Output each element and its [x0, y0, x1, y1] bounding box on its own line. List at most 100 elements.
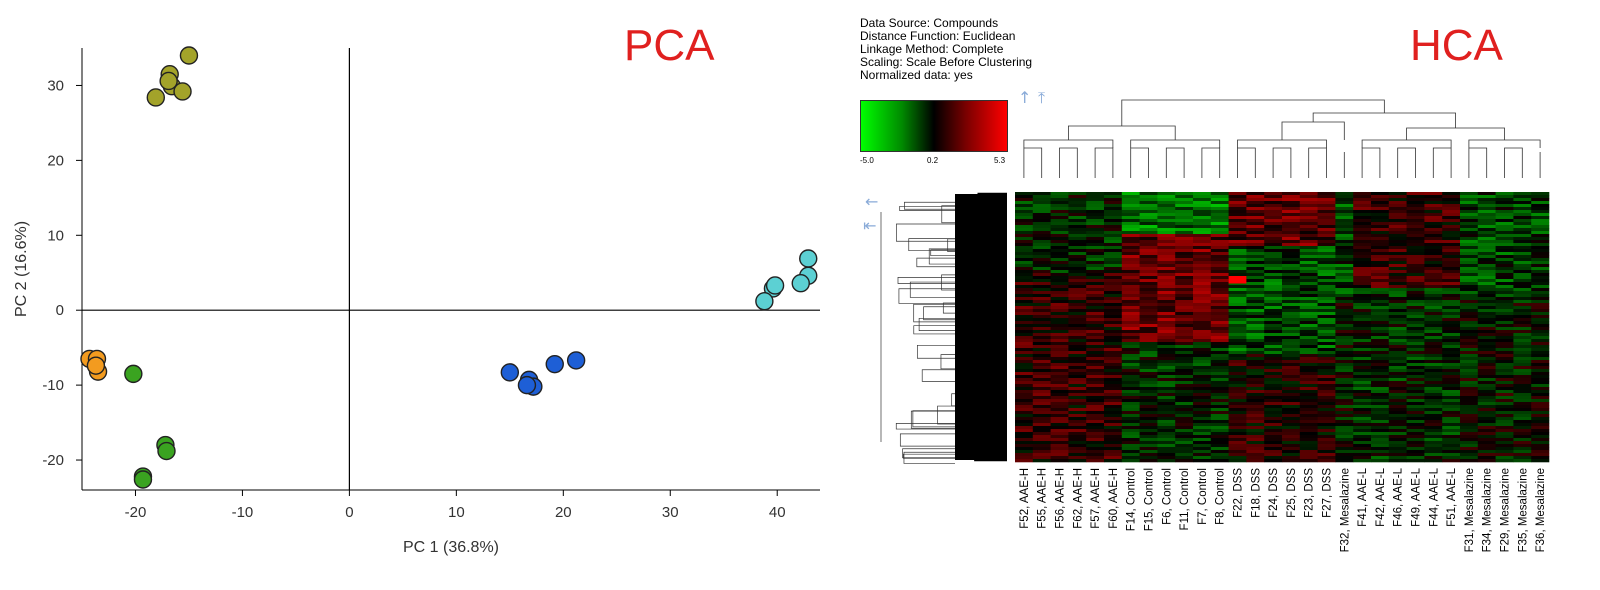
heatmap-cell: [1068, 276, 1087, 280]
heatmap-cell: [1246, 252, 1265, 256]
heatmap-cell: [1282, 267, 1301, 271]
heatmap-cell: [1282, 198, 1301, 202]
heatmap-cell: [1317, 360, 1336, 364]
heatmap-cell: [1317, 222, 1336, 226]
heatmap-cell: [1104, 264, 1123, 268]
heatmap-cell: [1050, 285, 1069, 289]
heatmap-cell: [1371, 414, 1390, 418]
heatmap-cell: [1477, 288, 1496, 292]
heatmap-cell: [1442, 192, 1461, 196]
heatmap-cell: [1121, 399, 1140, 403]
heatmap-cell: [1246, 240, 1265, 244]
heatmap-cell: [1460, 195, 1479, 199]
heatmap-cell: [1406, 438, 1425, 442]
y-tick-label: -10: [42, 377, 64, 394]
heatmap-cell: [1015, 234, 1034, 238]
heatmap-cell: [1531, 258, 1550, 262]
heatmap-cell: [1210, 213, 1229, 217]
heatmap-cell: [1353, 306, 1372, 310]
heatmap-cell: [1086, 192, 1105, 196]
heatmap-cell: [1032, 198, 1051, 202]
heatmap-cell: [1531, 354, 1550, 358]
heatmap-cell: [1282, 393, 1301, 397]
heatmap-cell: [1442, 456, 1461, 460]
heatmap-cell: [1477, 420, 1496, 424]
heatmap-cell: [1460, 243, 1479, 247]
heatmap-cell: [1388, 357, 1407, 361]
heatmap-cell: [1086, 252, 1105, 256]
row-dendrogram-link: [941, 205, 955, 224]
heatmap-cell: [1157, 330, 1176, 334]
heatmap-cell: [1513, 429, 1532, 433]
heatmap-cell: [1104, 372, 1123, 376]
heatmap-cell: [1388, 297, 1407, 301]
data-point: [146, 88, 166, 107]
heatmap-cell: [1353, 411, 1372, 415]
heatmap-cell: [1424, 423, 1443, 427]
heatmap-cell: [1032, 330, 1051, 334]
heatmap-cell: [1299, 291, 1318, 295]
heatmap-cell: [1513, 396, 1532, 400]
heatmap-cell: [1139, 342, 1158, 346]
heatmap-cell: [1424, 420, 1443, 424]
heatmap-cell: [1068, 243, 1087, 247]
heatmap-cell: [1032, 444, 1051, 448]
heatmap-cell: [1477, 258, 1496, 262]
heatmap-cell: [1513, 354, 1532, 358]
heatmap-cell: [1210, 342, 1229, 346]
arrow-left-icon[interactable]: ←: [865, 192, 879, 211]
sample-label: F46, AAE-L: [1393, 467, 1405, 526]
heatmap-cell: [1371, 390, 1390, 394]
heatmap-cell: [1175, 207, 1194, 211]
heatmap-cell: [1317, 306, 1336, 310]
heatmap-cell: [1460, 252, 1479, 256]
arrow-left-to-line-icon[interactable]: ⇤: [863, 216, 877, 235]
heatmap-cell: [1353, 294, 1372, 298]
heatmap-cell: [1353, 429, 1372, 433]
heatmap-cell: [1193, 381, 1212, 385]
heatmap-cell: [1460, 258, 1479, 262]
heatmap-cell: [1477, 459, 1496, 463]
heatmap-cell: [1531, 414, 1550, 418]
heatmap-cell: [1175, 258, 1194, 262]
heatmap-cell: [1371, 321, 1390, 325]
heatmap-cell: [1442, 240, 1461, 244]
heatmap-cell: [1442, 447, 1461, 451]
arrow-up-icon[interactable]: ↑: [1018, 88, 1032, 107]
heatmap-cell: [1442, 369, 1461, 373]
heatmap-cell: [1175, 201, 1194, 205]
heatmap-cell: [1477, 435, 1496, 439]
heatmap-cell: [1015, 345, 1034, 349]
heatmap-cell: [1264, 219, 1283, 223]
heatmap-cell: [1282, 234, 1301, 238]
heatmap-cell: [1477, 447, 1496, 451]
heatmap-cell: [1121, 381, 1140, 385]
heatmap-cell: [1371, 270, 1390, 274]
heatmap-cell: [1193, 318, 1212, 322]
heatmap-cell: [1193, 309, 1212, 313]
heatmap-cell: [1531, 372, 1550, 376]
heatmap-cell: [1139, 438, 1158, 442]
heatmap-cell: [1531, 348, 1550, 352]
heatmap-cell: [1406, 447, 1425, 451]
heatmap-cell: [1282, 456, 1301, 460]
dendrogram-link: [1130, 139, 1221, 148]
heatmap-cell: [1495, 210, 1514, 214]
arrow-up-to-top-icon[interactable]: ⤒: [1038, 88, 1046, 107]
heatmap-cell: [1335, 423, 1354, 427]
heatmap-cell: [1210, 435, 1229, 439]
heatmap-cell: [1246, 417, 1265, 421]
heatmap-cell: [1388, 363, 1407, 367]
heatmap-cell: [1175, 387, 1194, 391]
sample-label: F15, Control: [1144, 468, 1156, 531]
heatmap-cell: [1353, 222, 1372, 226]
heatmap-cell: [1193, 297, 1212, 301]
heatmap-cell: [1388, 360, 1407, 364]
dendrogram-link: [1406, 127, 1505, 140]
heatmap-cell: [1495, 411, 1514, 415]
heatmap-cell: [1335, 363, 1354, 367]
heatmap-cell: [1121, 453, 1140, 457]
dendrogram-link: [1468, 147, 1488, 152]
heatmap-cell: [1228, 354, 1247, 358]
heatmap-cell: [1477, 345, 1496, 349]
